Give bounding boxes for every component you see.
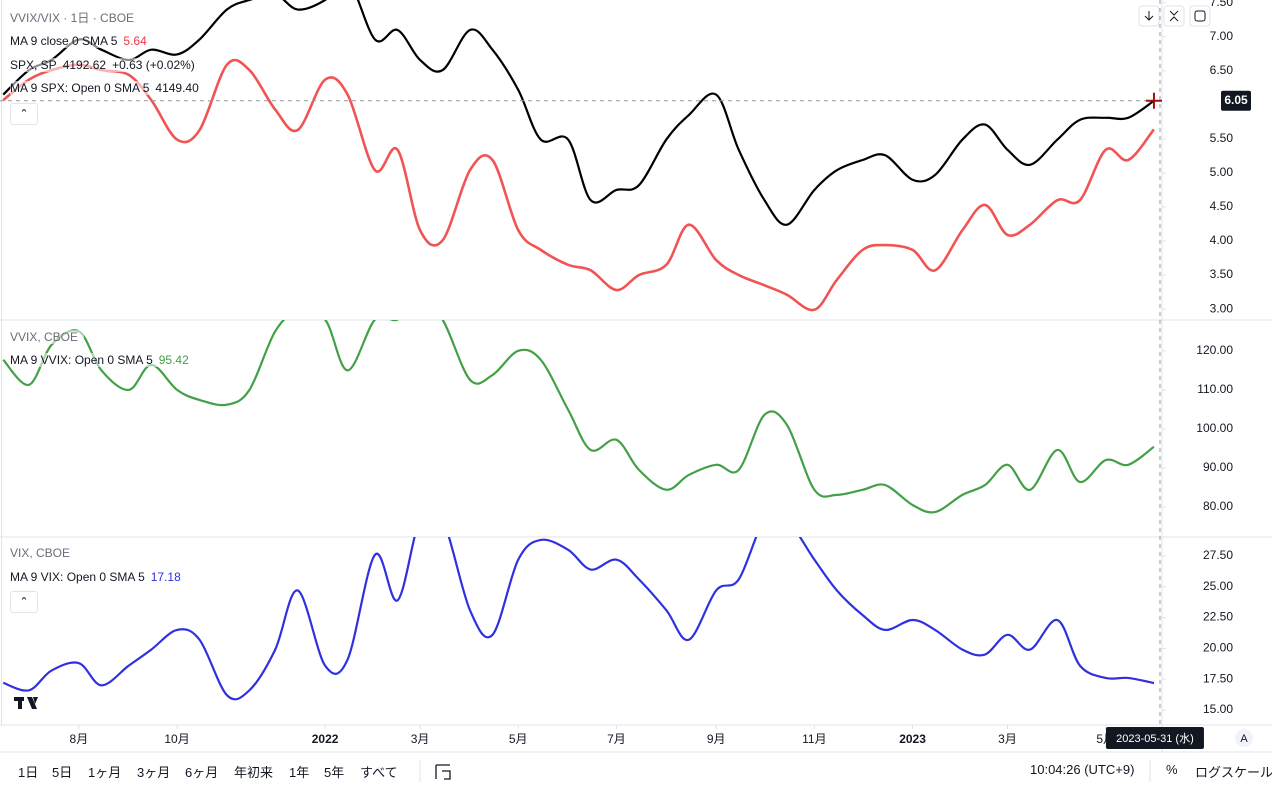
- legend-title: VVIX, CBOE: [10, 330, 85, 344]
- series-line: [2, 58, 1155, 312]
- range-button[interactable]: 3ヶ月: [137, 765, 171, 780]
- series-line: [2, 320, 1155, 514]
- y-tick-label: 27.50: [1203, 548, 1233, 562]
- legend-value: 17.18: [150, 570, 181, 584]
- y-tick-label: 22.50: [1203, 610, 1233, 624]
- y-tick-label: 120.00: [1196, 343, 1233, 357]
- legend-row: MA 9 SPX: Open 0 SMA 5 4149.40: [10, 81, 205, 95]
- range-button[interactable]: 5日: [52, 765, 73, 780]
- x-tick-label: 3月: [998, 732, 1017, 746]
- range-button[interactable]: 5年: [324, 765, 345, 780]
- range-button[interactable]: 6ヶ月: [185, 765, 219, 780]
- y-tick-label: 20.00: [1203, 641, 1233, 655]
- legend-row: MA 9 VVIX: Open 0 SMA 5 95.42: [10, 353, 195, 367]
- y-tick-label: 7.50: [1210, 0, 1234, 9]
- legend-row: SPX, SP 4192.62 +0.63 (+0.02%): [10, 58, 201, 72]
- clock[interactable]: 10:04:26 (UTC+9): [1030, 762, 1135, 777]
- y-tick-label: 100.00: [1196, 421, 1233, 435]
- legend-title: VVIX/VIX · 1日 · CBOE: [10, 9, 141, 26]
- crosshair-cross: [1145, 92, 1162, 109]
- plot-area: [2, 537, 1155, 701]
- crosshair-date: 2023-05-31 (水): [1116, 732, 1194, 745]
- y-tick-label: 3.50: [1210, 267, 1234, 281]
- legend-label: SPX, SP: [10, 58, 57, 72]
- compare-icon[interactable]: [435, 764, 451, 780]
- crosshair-date-box: [1105, 727, 1204, 749]
- percent-toggle[interactable]: %: [1166, 762, 1178, 777]
- log-toggle[interactable]: ログスケール: [1195, 765, 1272, 780]
- y-tick-label: 4.50: [1210, 199, 1234, 213]
- y-tick-label: 80.00: [1203, 499, 1233, 513]
- x-tick-label: 3月: [411, 732, 430, 746]
- collapse-button[interactable]: ⌃: [10, 103, 38, 125]
- series-line: [2, 537, 1155, 701]
- legend-value: 4192.62: [62, 58, 107, 72]
- y-tick-label: 5.50: [1210, 131, 1234, 145]
- legend-label: MA 9 VIX: Open 0 SMA 5: [10, 570, 145, 584]
- x-tick-label: 11月: [802, 732, 826, 746]
- window-buttons[interactable]: [1138, 5, 1211, 27]
- symbol-title: VVIX, CBOE: [10, 330, 79, 344]
- x-tick-label: 2023: [899, 732, 926, 746]
- range-button[interactable]: 1年: [289, 765, 310, 780]
- x-tick-label: 2022: [312, 732, 339, 746]
- y-tick-label: 4.00: [1210, 233, 1234, 247]
- auto-scale-label: A: [1240, 733, 1248, 745]
- collapse-button[interactable]: ⌃: [10, 591, 38, 613]
- y-tick-label: 17.50: [1203, 671, 1233, 685]
- x-tick-label: 9月: [707, 732, 726, 746]
- y-tick-label: 25.00: [1203, 579, 1233, 593]
- legend-label: MA 9 close 0 SMA 5: [10, 34, 118, 48]
- legend-value: 5.64: [123, 34, 147, 48]
- legend-row: MA 9 VIX: Open 0 SMA 5 17.18: [10, 570, 187, 584]
- last-price-box: [1221, 90, 1251, 111]
- legend-title: VIX, CBOE: [10, 546, 77, 560]
- symbol-title: VIX, CBOE: [10, 546, 71, 560]
- auto-scale-button: [1235, 729, 1253, 747]
- range-button[interactable]: すべて: [360, 765, 398, 780]
- legend-label: MA 9 VVIX: Open 0 SMA 5: [10, 353, 153, 367]
- tv-logo: [14, 697, 38, 709]
- y-tick-label: 110.00: [1197, 382, 1233, 396]
- last-price-label: 6.05: [1224, 93, 1248, 107]
- series-line: [2, 0, 1155, 226]
- range-button[interactable]: 1日: [18, 765, 39, 780]
- x-tick-label: 8月: [70, 732, 89, 746]
- x-tick-label: 5月: [509, 732, 528, 746]
- legend-row: MA 9 close 0 SMA 5 5.64: [10, 34, 153, 48]
- y-tick-label: 6.50: [1210, 63, 1234, 77]
- range-button[interactable]: 1ヶ月: [88, 765, 122, 780]
- y-tick-label: 15.00: [1203, 702, 1233, 716]
- legend-label: MA 9 SPX: Open 0 SMA 5: [10, 81, 150, 95]
- plot-area: [2, 0, 1155, 312]
- legend-value: 95.42: [158, 353, 189, 367]
- plot-area: [2, 320, 1155, 514]
- range-button[interactable]: 年初来: [234, 765, 274, 780]
- y-tick-label: 3.00: [1210, 301, 1234, 315]
- y-tick-label: 5.00: [1210, 165, 1234, 179]
- x-tick-label: 7月: [607, 732, 626, 746]
- y-tick-label: 7.00: [1210, 29, 1234, 43]
- y-tick-label: 90.00: [1203, 460, 1233, 474]
- legend-value: 4149.40: [155, 81, 199, 95]
- symbol-title: VVIX/VIX · 1日 · CBOE: [10, 11, 135, 25]
- toolbar-separators: [419, 760, 1151, 782]
- legend-change: +0.63 (+0.02%): [112, 58, 195, 72]
- x-tick-label: 10月: [164, 732, 189, 746]
